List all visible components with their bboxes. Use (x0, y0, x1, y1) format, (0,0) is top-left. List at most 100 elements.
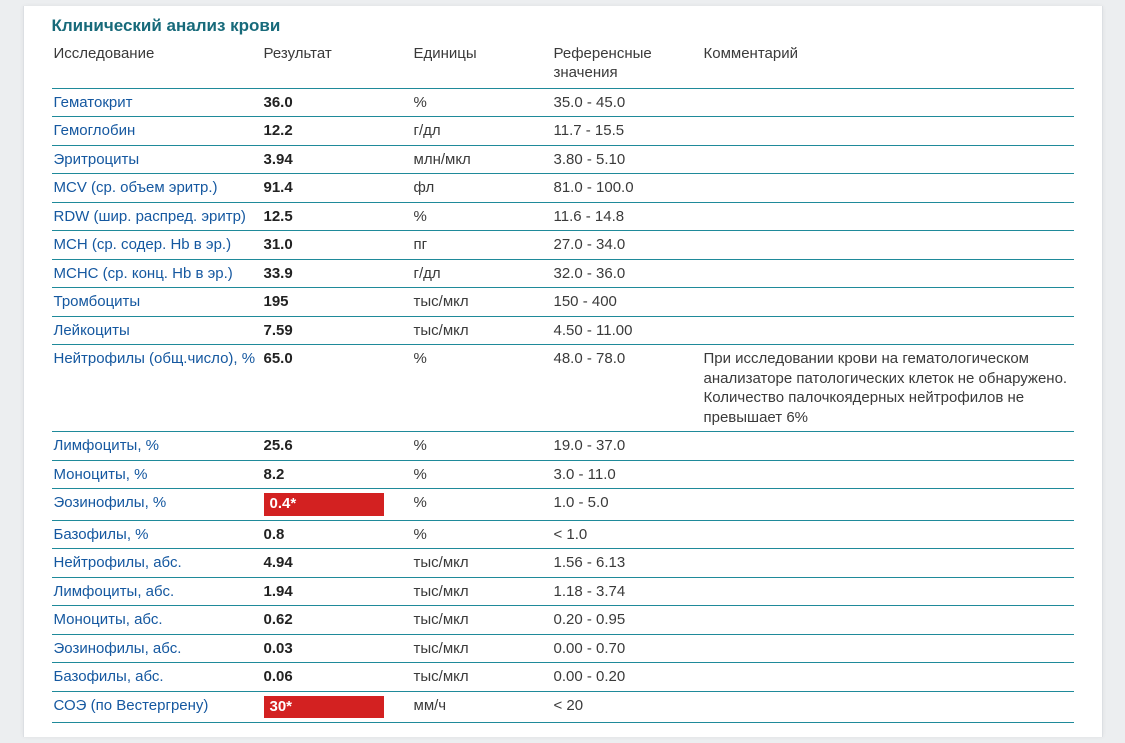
analyte-unit: фл (412, 174, 552, 203)
analyte-comment (702, 691, 1074, 723)
analyte-unit: % (412, 460, 552, 489)
table-row: Базофилы, %0.8%< 1.0 (52, 520, 1074, 549)
analyte-name: Базофилы, абс. (52, 663, 262, 692)
analyte-comment (702, 460, 1074, 489)
analyte-ref-range: 81.0 - 100.0 (552, 174, 702, 203)
analyte-ref-range: 11.7 - 15.5 (552, 117, 702, 146)
analyte-result: 8.2 (262, 460, 412, 489)
table-row: Базофилы, абс.0.06тыс/мкл0.00 - 0.20 (52, 663, 1074, 692)
analyte-name: MCH (ср. содер. Hb в эр.) (52, 231, 262, 260)
analyte-result: 31.0 (262, 231, 412, 260)
table-row: Лимфоциты, %25.6%19.0 - 37.0 (52, 432, 1074, 461)
report-sheet: Клинический анализ крови Исследование Ре… (23, 6, 1103, 737)
analyte-name: Нейтрофилы (общ.число), % (52, 345, 262, 432)
analyte-name: Моноциты, абс. (52, 606, 262, 635)
analyte-result: 30* (262, 691, 412, 723)
analyte-ref-range: 11.6 - 14.8 (552, 202, 702, 231)
table-row: СОЭ (по Вестергрену)30*мм/ч< 20 (52, 691, 1074, 723)
analyte-result: 36.0 (262, 88, 412, 117)
analyte-unit: тыс/мкл (412, 634, 552, 663)
analyte-ref-range: 150 - 400 (552, 288, 702, 317)
analyte-comment (702, 489, 1074, 521)
analyte-comment (702, 316, 1074, 345)
analyte-result: 33.9 (262, 259, 412, 288)
analyte-name: СОЭ (по Вестергрену) (52, 691, 262, 723)
table-row: Тромбоциты195тыс/мкл150 - 400 (52, 288, 1074, 317)
analyte-name: MCV (ср. объем эритр.) (52, 174, 262, 203)
analyte-comment (702, 231, 1074, 260)
analyte-unit: % (412, 520, 552, 549)
table-row: Эозинофилы, абс.0.03тыс/мкл0.00 - 0.70 (52, 634, 1074, 663)
table-row: Моноциты, %8.2%3.0 - 11.0 (52, 460, 1074, 489)
analyte-result: 25.6 (262, 432, 412, 461)
analyte-ref-range: 1.18 - 3.74 (552, 577, 702, 606)
table-row: Нейтрофилы (общ.число), %65.0%48.0 - 78.… (52, 345, 1074, 432)
analyte-comment (702, 520, 1074, 549)
table-row: Нейтрофилы, абс.4.94тыс/мкл1.56 - 6.13 (52, 549, 1074, 578)
analyte-name: Моноциты, % (52, 460, 262, 489)
analyte-result: 1.94 (262, 577, 412, 606)
analyte-unit: пг (412, 231, 552, 260)
analyte-unit: тыс/мкл (412, 577, 552, 606)
analyte-comment (702, 202, 1074, 231)
table-row: MCH (ср. содер. Hb в эр.)31.0пг27.0 - 34… (52, 231, 1074, 260)
analyte-name: Эозинофилы, абс. (52, 634, 262, 663)
analyte-name: Лейкоциты (52, 316, 262, 345)
analyte-name: Гематокрит (52, 88, 262, 117)
col-unit: Единицы (412, 40, 552, 88)
analyte-comment (702, 634, 1074, 663)
analyte-unit: г/дл (412, 117, 552, 146)
analyte-unit: млн/мкл (412, 145, 552, 174)
analyte-ref-range: < 1.0 (552, 520, 702, 549)
table-row: Лимфоциты, абс.1.94тыс/мкл1.18 - 3.74 (52, 577, 1074, 606)
analyte-unit: % (412, 88, 552, 117)
analyte-ref-range: < 20 (552, 691, 702, 723)
analyte-comment (702, 117, 1074, 146)
analyte-ref-range: 32.0 - 36.0 (552, 259, 702, 288)
analyte-ref-range: 27.0 - 34.0 (552, 231, 702, 260)
analyte-ref-range: 3.80 - 5.10 (552, 145, 702, 174)
analyte-name: Лимфоциты, % (52, 432, 262, 461)
analyte-unit: % (412, 432, 552, 461)
analyte-result: 7.59 (262, 316, 412, 345)
analyte-comment (702, 88, 1074, 117)
analyte-result: 91.4 (262, 174, 412, 203)
analyte-unit: % (412, 345, 552, 432)
flagged-result: 30* (264, 696, 384, 719)
analyte-ref-range: 48.0 - 78.0 (552, 345, 702, 432)
analyte-ref-range: 0.00 - 0.70 (552, 634, 702, 663)
analyte-result: 3.94 (262, 145, 412, 174)
analyte-ref-range: 0.20 - 0.95 (552, 606, 702, 635)
analyte-result: 65.0 (262, 345, 412, 432)
analyte-result: 0.4* (262, 489, 412, 521)
table-header-row: Исследование Результат Единицы Референсн… (52, 40, 1074, 88)
col-comment: Комментарий (702, 40, 1074, 88)
table-row: Эозинофилы, %0.4*%1.0 - 5.0 (52, 489, 1074, 521)
analyte-comment (702, 606, 1074, 635)
col-name: Исследование (52, 40, 262, 88)
col-ref: Референсные значения (552, 40, 702, 88)
analyte-result: 0.8 (262, 520, 412, 549)
analyte-unit: % (412, 489, 552, 521)
analyte-result: 195 (262, 288, 412, 317)
blood-table: Исследование Результат Единицы Референсн… (52, 40, 1074, 723)
analyte-ref-range: 35.0 - 45.0 (552, 88, 702, 117)
analyte-comment (702, 432, 1074, 461)
analyte-ref-range: 1.0 - 5.0 (552, 489, 702, 521)
table-row: Моноциты, абс.0.62тыс/мкл0.20 - 0.95 (52, 606, 1074, 635)
analyte-comment (702, 145, 1074, 174)
analyte-name: Базофилы, % (52, 520, 262, 549)
analyte-unit: % (412, 202, 552, 231)
analyte-name: MCHC (ср. конц. Hb в эр.) (52, 259, 262, 288)
analyte-unit: тыс/мкл (412, 606, 552, 635)
analyte-unit: тыс/мкл (412, 316, 552, 345)
analyte-comment (702, 288, 1074, 317)
table-row: Эритроциты3.94млн/мкл3.80 - 5.10 (52, 145, 1074, 174)
analyte-ref-range: 19.0 - 37.0 (552, 432, 702, 461)
table-row: Гемоглобин12.2г/дл11.7 - 15.5 (52, 117, 1074, 146)
analyte-name: Нейтрофилы, абс. (52, 549, 262, 578)
analyte-comment (702, 577, 1074, 606)
analyte-name: RDW (шир. распред. эритр) (52, 202, 262, 231)
col-result: Результат (262, 40, 412, 88)
analyte-comment (702, 259, 1074, 288)
